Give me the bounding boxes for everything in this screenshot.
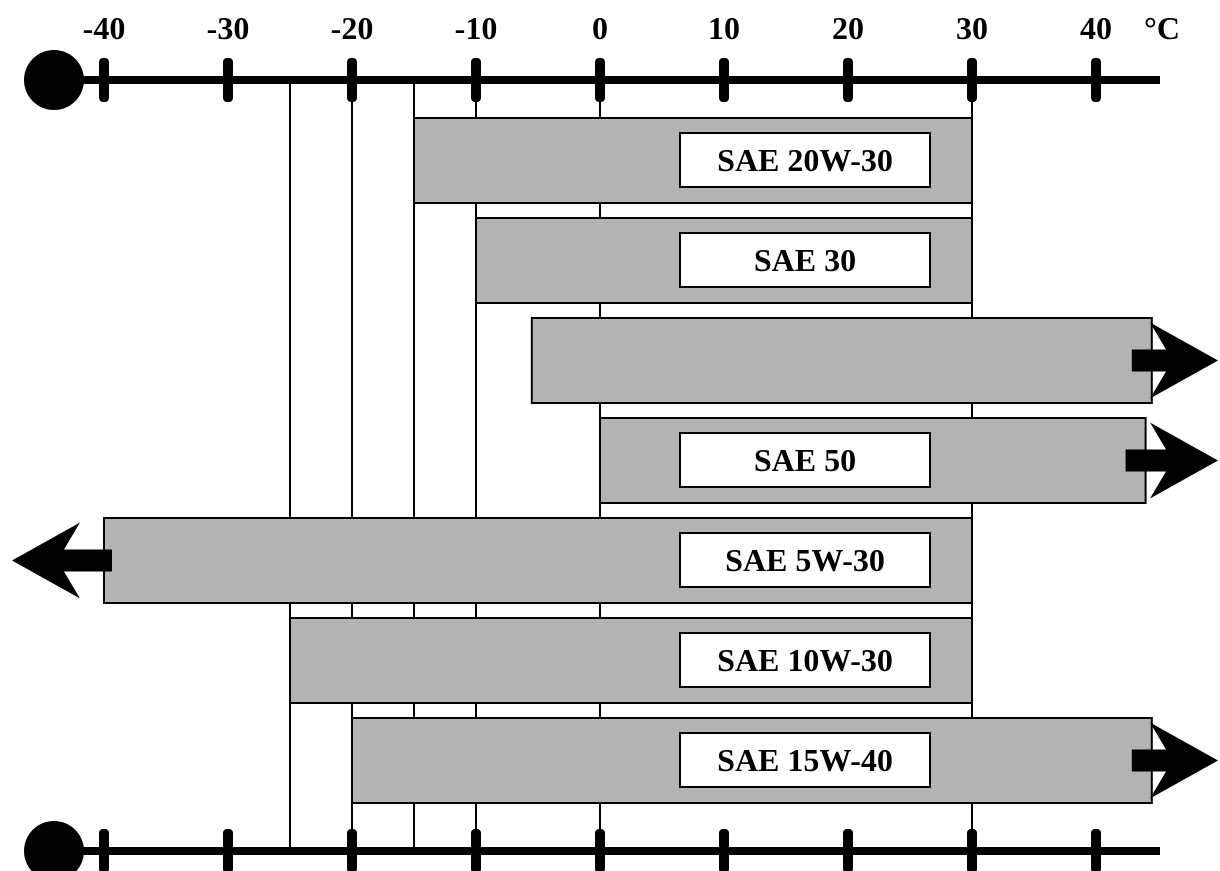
bar-label: SAE 20W-30 <box>717 142 893 178</box>
axis-tick <box>347 58 357 102</box>
bar-label-box <box>679 132 931 188</box>
axis-tick <box>595 829 605 871</box>
axis-tick <box>99 829 109 871</box>
axis-tick <box>99 58 109 102</box>
tick-label: 30 <box>956 10 988 46</box>
bar-label-box <box>679 232 931 288</box>
tick-label: 0 <box>592 10 608 46</box>
top-axis: -40 -30 -20 -10 0 10 20 30 40 <box>24 10 1160 110</box>
bar-label-box <box>679 732 931 788</box>
bar-label: SAE 10W-30 <box>717 642 893 678</box>
arrow-right-icon <box>1131 322 1218 399</box>
axis-tick <box>595 58 605 102</box>
axis-tick <box>1091 58 1101 102</box>
bar-row: SAE 10W-30 <box>289 617 973 704</box>
arrow-left-icon <box>12 522 112 599</box>
axis-tick <box>471 58 481 102</box>
bar-row: SAE 50 <box>599 417 1218 504</box>
unit-label: °C <box>1144 10 1180 46</box>
tick-label: 20 <box>832 10 864 46</box>
tick-label: 10 <box>708 10 740 46</box>
arrow-right-icon <box>1125 422 1218 499</box>
bar-row: SAE 5W-30 <box>12 517 973 604</box>
bar-label: SAE 15W-40 <box>717 742 893 778</box>
bar-row <box>530 317 1218 404</box>
axis-tick <box>843 829 853 871</box>
axis-tick <box>967 829 977 871</box>
tick-label: -10 <box>455 10 498 46</box>
axis-tick <box>719 58 729 102</box>
bar-label: SAE 5W-30 <box>725 542 885 578</box>
bar-row: SAE 15W-40 <box>351 717 1218 804</box>
axis-end-dot-icon <box>24 821 84 871</box>
axis-tick <box>719 829 729 871</box>
bottom-axis <box>24 821 1160 871</box>
axis-end-dot-icon <box>24 50 84 110</box>
tick-label: 40 <box>1080 10 1112 46</box>
axis-tick <box>223 829 233 871</box>
bar-label-box <box>679 532 931 588</box>
axis-tick <box>967 58 977 102</box>
tick-label: -20 <box>331 10 374 46</box>
axis-tick <box>471 829 481 871</box>
arrow-right-icon <box>1131 722 1218 799</box>
tick-label: -30 <box>207 10 250 46</box>
axis-tick <box>1091 829 1101 871</box>
bar-label: SAE 50 <box>754 442 856 478</box>
bar-label: SAE 30 <box>754 242 856 278</box>
bar <box>530 317 1153 404</box>
bar-row: SAE 20W-30 <box>413 117 973 204</box>
bar-label-box <box>679 632 931 688</box>
axis-tick <box>843 58 853 102</box>
axis-tick <box>347 829 357 871</box>
bar-group: SAE 20W-30 SAE 30 SAE 50 SAE 5W-30 SAE 10W-3… <box>12 117 1218 804</box>
bar-row: SAE 30 <box>475 217 973 304</box>
tick-label: -40 <box>83 10 126 46</box>
bar-label-box <box>679 432 931 488</box>
axis-tick <box>223 58 233 102</box>
